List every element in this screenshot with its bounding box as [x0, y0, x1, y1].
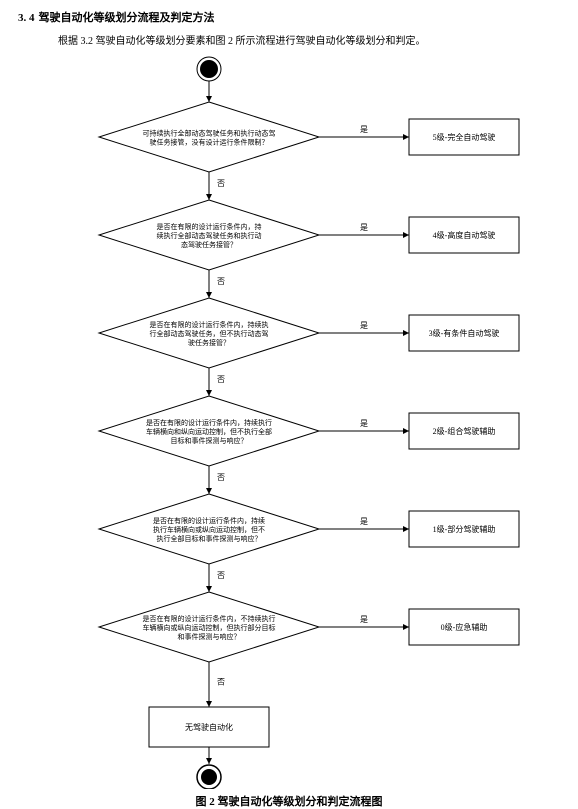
svg-text:是: 是	[360, 321, 368, 330]
svg-text:续执行全部动态驾驶任务和执行动: 续执行全部动态驾驶任务和执行动	[157, 231, 262, 240]
svg-text:4级-高度自动驾驶: 4级-高度自动驾驶	[433, 230, 496, 240]
svg-text:无驾驶自动化: 无驾驶自动化	[185, 722, 233, 732]
svg-text:是: 是	[360, 125, 368, 134]
svg-text:是否在有限的设计运行条件内，持续执: 是否在有限的设计运行条件内，持续执	[150, 320, 269, 329]
section-title: 驾驶自动化等级划分流程及判定方法	[39, 12, 215, 24]
svg-text:车辆横向或纵向运动控制，但执行部分目标: 车辆横向或纵向运动控制，但执行部分目标	[143, 623, 276, 632]
svg-text:是: 是	[360, 419, 368, 428]
svg-text:可持续执行全部动态驾驶任务和执行动态驾: 可持续执行全部动态驾驶任务和执行动态驾	[143, 129, 276, 138]
svg-text:否: 否	[217, 473, 225, 482]
svg-text:否: 否	[217, 277, 225, 286]
svg-text:态驾驶任务接管？: 态驾驶任务接管？	[181, 240, 237, 249]
svg-text:是否在有限的设计运行条件内，持续执行: 是否在有限的设计运行条件内，持续执行	[146, 418, 272, 427]
svg-text:驶任务接管，没有设计运行条件限制？: 驶任务接管，没有设计运行条件限制？	[150, 138, 269, 147]
svg-text:执行车辆横向或纵向运动控制，但不: 执行车辆横向或纵向运动控制，但不	[153, 525, 265, 534]
svg-text:驶任务接管？: 驶任务接管？	[188, 338, 230, 347]
svg-text:和事件探测与响应？: 和事件探测与响应？	[178, 632, 241, 641]
svg-text:车辆横向和纵向运动控制，但不执行全部: 车辆横向和纵向运动控制，但不执行全部	[146, 427, 272, 436]
start-node	[200, 60, 218, 78]
svg-text:目标和事件探测与响应？: 目标和事件探测与响应？	[171, 436, 248, 445]
svg-text:1级-部分驾驶辅助: 1级-部分驾驶辅助	[433, 524, 496, 534]
svg-text:5级-完全自动驾驶: 5级-完全自动驾驶	[433, 132, 496, 142]
svg-text:0级-应急辅助: 0级-应急辅助	[441, 622, 488, 632]
svg-text:3级-有条件自动驾驶: 3级-有条件自动驾驶	[429, 328, 500, 338]
section-number: 3. 4	[18, 12, 35, 24]
svg-text:是: 是	[360, 615, 368, 624]
svg-text:是: 是	[360, 223, 368, 232]
svg-text:行全部动态驾驶任务，但不执行动态驾: 行全部动态驾驶任务，但不执行动态驾	[150, 329, 269, 338]
svg-text:执行全部目标和事件探测与响应？: 执行全部目标和事件探测与响应？	[157, 534, 262, 543]
svg-text:2级-组合驾驶辅助: 2级-组合驾驶辅助	[433, 426, 496, 436]
section-header: 3. 4 驾驶自动化等级划分流程及判定方法 根据 3.2 驾驶自动化等级划分要素…	[0, 0, 578, 47]
flowchart: 可持续执行全部动态驾驶任务和执行动态驾驶任务接管，没有设计运行条件限制？ 5级-完…	[19, 47, 559, 789]
svg-text:是否在有限的设计运行条件内，持: 是否在有限的设计运行条件内，持	[157, 222, 262, 231]
svg-text:否: 否	[217, 571, 225, 580]
figure-caption: 图 2 驾驶自动化等级划分和判定流程图	[0, 793, 578, 809]
svg-text:是否在有限的设计运行条件内，持续: 是否在有限的设计运行条件内，持续	[153, 516, 265, 525]
svg-text:否: 否	[217, 678, 225, 687]
svg-text:是否在有限的设计运行条件内，不持续执行: 是否在有限的设计运行条件内，不持续执行	[143, 614, 276, 623]
intro-text: 根据 3.2 驾驶自动化等级划分要素和图 2 所示流程进行驾驶自动化等级划分和判…	[58, 32, 560, 47]
svg-text:是: 是	[360, 517, 368, 526]
svg-text:否: 否	[217, 179, 225, 188]
svg-text:否: 否	[217, 375, 225, 384]
